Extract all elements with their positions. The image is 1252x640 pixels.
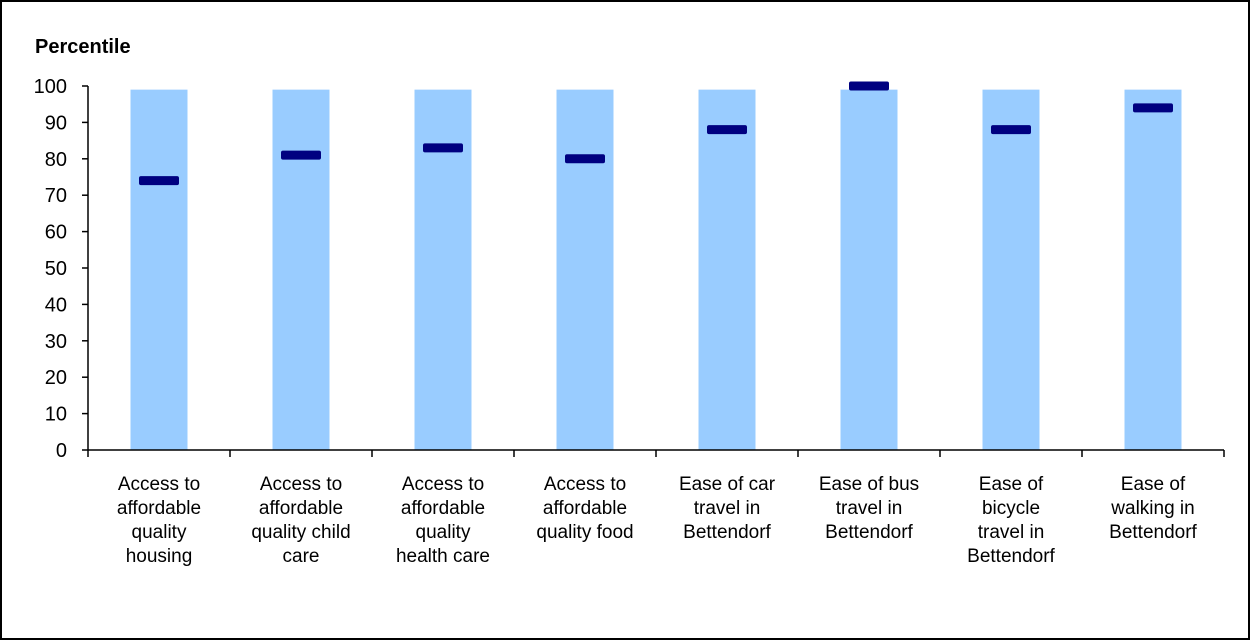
range-bar [982,89,1040,450]
category-label: Access to affordable quality food [536,474,633,543]
percentile-marker [565,154,605,164]
category-label: Access to affordable quality child care [251,474,350,567]
range-bar [272,89,330,450]
percentile-marker [849,81,889,91]
y-tick-label: 80 [45,149,67,171]
y-tick-label: 60 [45,222,67,244]
range-bar [1124,89,1182,450]
y-tick-label: 70 [45,185,67,207]
percentile-marker [991,125,1031,135]
category-label: Ease of bicycle travel in Bettendorf [967,474,1055,567]
y-tick-label: 30 [45,331,67,353]
y-tick-label: 0 [56,440,67,462]
percentile-marker [139,176,179,186]
category-label: Access to affordable quality health care [396,474,490,567]
y-tick-label: 50 [45,258,67,280]
range-bar [840,89,898,450]
percentile-marker [707,125,747,135]
range-bar [698,89,756,450]
category-label: Ease of car travel in Bettendorf [679,474,776,543]
y-tick-label: 40 [45,294,67,316]
percentile-marker [423,143,463,153]
category-label: Ease of walking in Bettendorf [1109,474,1197,543]
y-axis-title: Percentile [35,36,131,58]
y-tick-label: 20 [45,367,67,389]
category-label: Ease of bus travel in Bettendorf [819,474,919,543]
percentile-marker [1133,103,1173,113]
bar-chart: 0 10 20 30 40 50 60 70 80 90 100 Access to affordabl… [34,76,1225,567]
category-label: Access to affordable quality housing [117,474,201,567]
range-bar [130,89,188,450]
y-tick-label: 10 [45,404,67,426]
y-tick-label: 100 [34,76,67,98]
y-tick-label: 90 [45,112,67,134]
percentile-marker [281,150,321,160]
range-bar [556,89,614,450]
